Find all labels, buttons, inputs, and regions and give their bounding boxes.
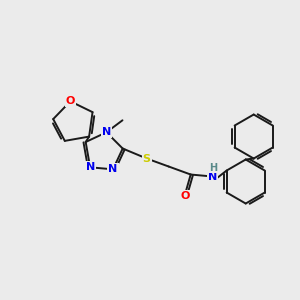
Text: N: N [85, 162, 95, 172]
Text: S: S [143, 154, 151, 164]
Text: O: O [180, 190, 189, 200]
Text: N: N [102, 127, 111, 137]
Text: H: H [208, 163, 217, 172]
Text: N: N [108, 164, 118, 174]
Text: O: O [66, 96, 75, 106]
Text: N: N [208, 172, 217, 182]
